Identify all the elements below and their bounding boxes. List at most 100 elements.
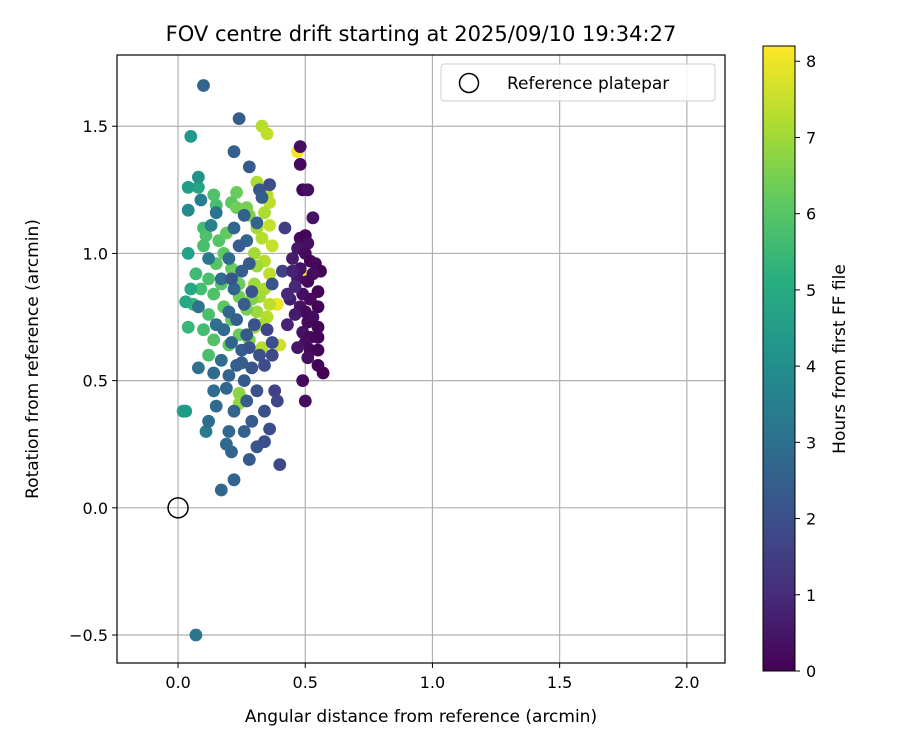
data-point bbox=[181, 180, 195, 194]
plot-frame bbox=[116, 54, 726, 664]
data-point bbox=[278, 221, 292, 235]
data-point bbox=[245, 285, 259, 298]
data-point bbox=[220, 381, 233, 395]
data-point bbox=[265, 239, 279, 253]
data-point bbox=[258, 206, 271, 220]
data-point bbox=[263, 422, 276, 436]
data-point bbox=[250, 216, 264, 230]
data-point bbox=[263, 267, 276, 281]
data-point bbox=[181, 203, 195, 217]
data-point bbox=[288, 308, 302, 321]
y-tick-label: −0.5 bbox=[69, 626, 108, 645]
data-point bbox=[197, 79, 210, 92]
data-point bbox=[245, 361, 259, 375]
data-point bbox=[265, 336, 279, 349]
data-point bbox=[202, 308, 216, 321]
data-point bbox=[301, 315, 315, 329]
data-point bbox=[263, 297, 276, 311]
x-axis-label: Angular distance from reference (arcmin) bbox=[245, 707, 597, 727]
data-point bbox=[232, 112, 246, 125]
data-points bbox=[176, 79, 330, 642]
data-point bbox=[301, 275, 315, 288]
data-point bbox=[225, 445, 238, 459]
y-tick-label: 1.5 bbox=[83, 117, 108, 136]
data-point bbox=[260, 127, 274, 141]
data-point bbox=[281, 318, 294, 332]
data-point bbox=[255, 191, 269, 204]
data-point bbox=[222, 425, 236, 438]
data-point bbox=[286, 264, 299, 278]
data-point bbox=[265, 277, 279, 291]
data-point bbox=[286, 252, 299, 265]
data-point bbox=[242, 160, 256, 174]
data-point bbox=[316, 366, 330, 380]
x-tick-label: 1.0 bbox=[420, 673, 445, 692]
data-point bbox=[207, 384, 221, 398]
data-point bbox=[197, 239, 210, 253]
data-point bbox=[207, 287, 221, 301]
data-point bbox=[306, 211, 320, 225]
y-axis-ticks: −0.5 0.0 0.5 1.0 1.5 bbox=[69, 117, 117, 645]
data-point bbox=[242, 341, 256, 354]
data-point bbox=[240, 328, 254, 342]
reference-marker-group bbox=[167, 497, 189, 519]
data-point bbox=[265, 348, 279, 362]
colorbar-tick-label: 4 bbox=[806, 357, 816, 376]
data-point bbox=[209, 399, 223, 413]
colorbar-tick-label: 8 bbox=[806, 52, 816, 71]
data-point bbox=[192, 180, 205, 194]
data-point bbox=[288, 280, 302, 293]
y-tick-label: 1.0 bbox=[83, 244, 108, 263]
x-tick-label: 0.0 bbox=[165, 673, 190, 692]
legend-box bbox=[440, 63, 716, 102]
data-point bbox=[248, 247, 261, 260]
data-point bbox=[301, 351, 315, 365]
data-point bbox=[245, 414, 259, 428]
data-point bbox=[242, 453, 256, 466]
data-point bbox=[268, 384, 282, 398]
data-point bbox=[237, 425, 251, 438]
colorbar-tick-label: 3 bbox=[806, 433, 816, 452]
data-point bbox=[258, 435, 271, 449]
data-point bbox=[301, 236, 315, 250]
data-point bbox=[263, 219, 276, 232]
colorbar-tick-label: 7 bbox=[806, 128, 816, 147]
legend: Reference platepar bbox=[440, 63, 716, 102]
data-point bbox=[207, 366, 221, 380]
data-point bbox=[202, 414, 216, 428]
data-point bbox=[291, 341, 304, 354]
data-point bbox=[273, 458, 287, 471]
data-point bbox=[192, 170, 205, 184]
data-point bbox=[253, 348, 266, 362]
colorbar bbox=[762, 45, 796, 672]
data-point bbox=[232, 239, 246, 253]
data-point bbox=[204, 219, 218, 232]
y-axis-label: Rotation from reference (arcmin) bbox=[23, 219, 43, 499]
data-point bbox=[222, 252, 236, 265]
data-point bbox=[181, 247, 195, 260]
data-point bbox=[230, 313, 244, 326]
y-tick-label: 0.0 bbox=[83, 499, 108, 518]
colorbar-tick-label: 0 bbox=[806, 662, 816, 681]
data-point bbox=[227, 473, 241, 487]
data-point bbox=[237, 374, 251, 387]
x-tick-label: 1.5 bbox=[547, 673, 572, 692]
data-point bbox=[181, 320, 195, 334]
data-point bbox=[258, 404, 271, 418]
data-point bbox=[207, 333, 221, 347]
data-point bbox=[301, 183, 315, 197]
data-point bbox=[311, 320, 325, 334]
x-axis-ticks: 0.0 0.5 1.0 1.5 2.0 bbox=[165, 663, 700, 692]
x-tick-label: 0.5 bbox=[293, 673, 318, 692]
y-tick-label: 0.5 bbox=[83, 372, 108, 391]
data-point bbox=[263, 178, 276, 192]
data-point bbox=[194, 282, 208, 296]
colorbar-tick-label: 2 bbox=[806, 510, 816, 529]
data-point bbox=[296, 374, 310, 387]
data-point bbox=[197, 323, 210, 337]
data-point bbox=[235, 356, 249, 370]
data-point bbox=[189, 628, 203, 642]
data-point bbox=[202, 272, 216, 286]
data-point bbox=[270, 394, 284, 408]
